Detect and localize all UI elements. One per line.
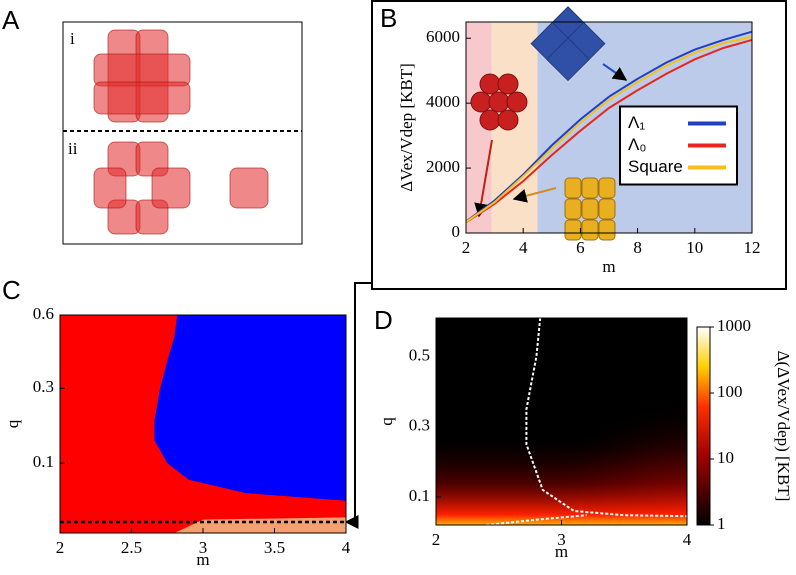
x-tick-label: 12 xyxy=(744,238,761,257)
panel-label: C xyxy=(2,275,21,305)
panel-label: A xyxy=(2,5,20,35)
connector-arrow xyxy=(344,282,372,529)
x-axis-label: m xyxy=(555,542,568,561)
cluster-full xyxy=(93,29,191,123)
y-axis-label: q xyxy=(3,419,22,428)
x-tick-label: 2 xyxy=(56,538,65,557)
colorbar-tick-label: 1000 xyxy=(717,316,751,335)
panel-c: 2 2.5 3 3.5 4 0.1 0.3 0.6 m q C xyxy=(2,275,351,569)
x-tick-label: 4 xyxy=(342,538,351,557)
x-tick-label: 3 xyxy=(557,530,566,549)
panel-b: 2 4 6 8 10 12 0 2000 4000 6000 m ΔVex/Vdep [KBT] B Λ₁… xyxy=(380,3,761,276)
legend-label: Λ₀ xyxy=(628,135,646,154)
y-tick-label: 0.3 xyxy=(33,377,54,396)
x-tick-label: 6 xyxy=(576,238,585,257)
x-tick-label: 2 xyxy=(462,238,471,257)
y-tick-label: 0 xyxy=(452,222,461,241)
x-tick-label: 2 xyxy=(432,530,441,549)
y-tick-label: 0.1 xyxy=(33,452,54,471)
colorbar xyxy=(696,326,711,526)
phase-boundary xyxy=(525,317,688,518)
panel-frame xyxy=(371,0,787,290)
x-tick-label: 10 xyxy=(686,238,703,257)
plot-frame xyxy=(465,21,753,234)
colorbar-label: Δ(ΔVex/Vdep) [KBT] xyxy=(774,351,793,502)
phase-boundary xyxy=(486,514,587,526)
cluster-hollow xyxy=(93,141,269,235)
colorbar-tick-label: 10 xyxy=(717,448,734,467)
y-tick-label: 0.1 xyxy=(409,486,430,505)
x-tick-label: 2.5 xyxy=(121,538,142,557)
y-tick-label: 2000 xyxy=(426,157,460,176)
y-tick-label: 0.5 xyxy=(409,345,430,364)
y-tick-label: 4000 xyxy=(426,92,460,111)
legend-label: Square xyxy=(628,157,683,176)
y-tick-label: 0.6 xyxy=(33,304,54,323)
x-tick-label: 4 xyxy=(519,238,528,257)
heatmap-glow xyxy=(436,318,687,525)
x-axis-label: m xyxy=(602,257,615,276)
panel-label: B xyxy=(380,3,397,33)
x-tick-label: 3 xyxy=(199,538,208,557)
x-tick-label: 8 xyxy=(633,238,642,257)
x-tick-label: 3.5 xyxy=(264,538,285,557)
line xyxy=(465,30,753,223)
y-tick-label: 0.3 xyxy=(409,416,430,435)
plot-frame xyxy=(59,314,347,534)
x-tick-label: 4 xyxy=(683,530,692,549)
illustrations xyxy=(470,6,628,241)
phase-region xyxy=(154,315,346,501)
legend-label: Λ₁ xyxy=(628,113,645,132)
row-label: i xyxy=(70,29,75,48)
panel-label: D xyxy=(374,305,393,335)
line xyxy=(465,38,753,224)
row-label: ii xyxy=(68,139,78,158)
panel-d: 2 3 4 0.1 0.3 0.5 m q D 1 10 100 1000 Δ(ΔVex/Vdep) [K… xyxy=(374,305,793,561)
colorbar-tick-label: 1 xyxy=(717,514,726,533)
y-axis-label: ΔVex/Vdep [KBT] xyxy=(397,63,416,192)
x-axis-label: m xyxy=(196,550,209,569)
colorbar-tick-label: 100 xyxy=(717,382,743,401)
y-axis-label: q xyxy=(377,417,396,426)
plot-frame xyxy=(435,317,688,526)
y-tick-label: 6000 xyxy=(426,27,460,46)
panel-frame xyxy=(62,21,303,245)
line xyxy=(465,35,753,223)
